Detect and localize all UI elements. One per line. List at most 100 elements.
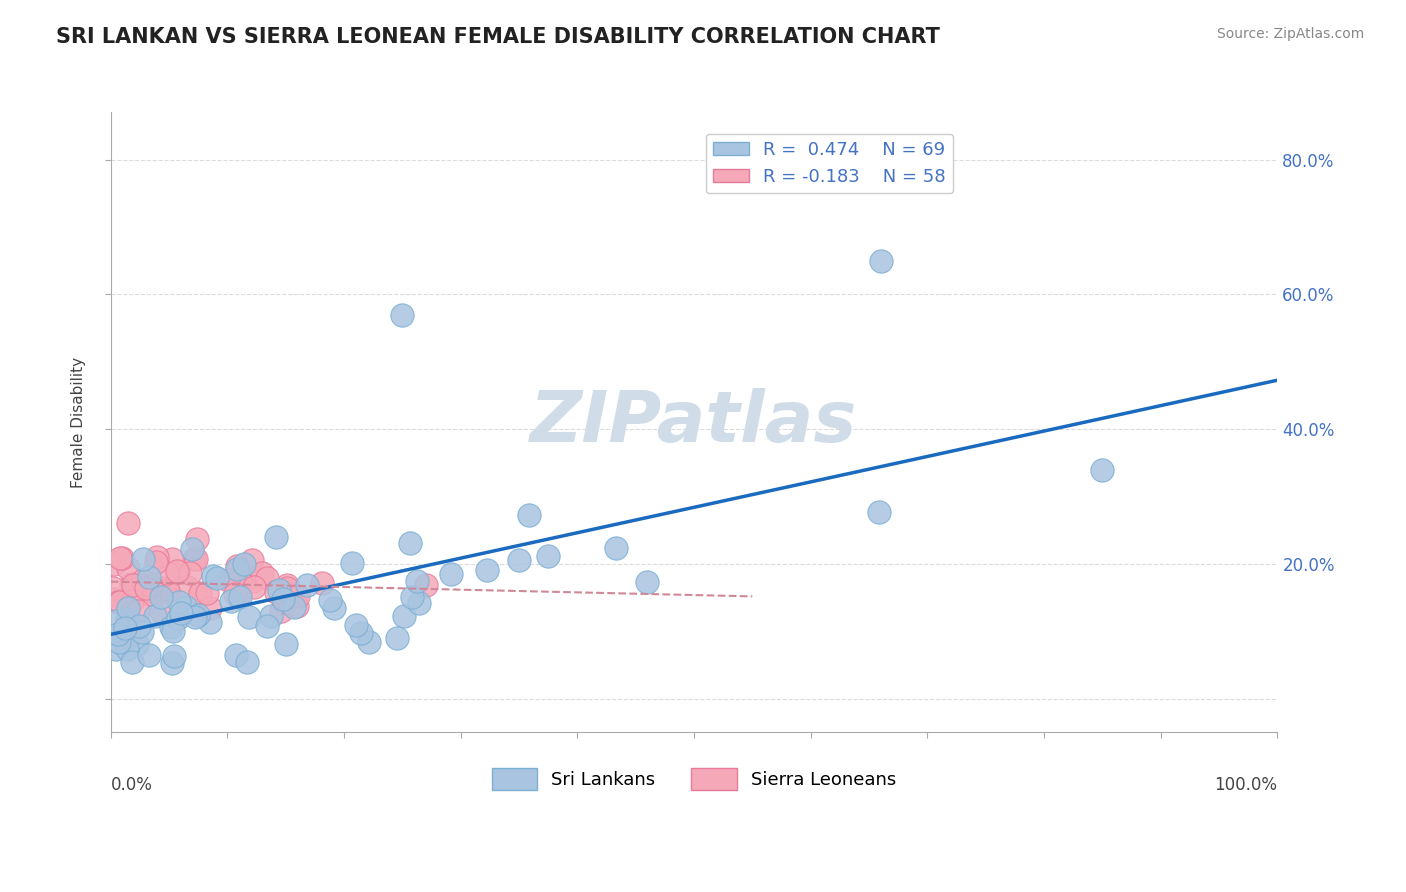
Point <box>138 587 160 601</box>
Text: 0.0%: 0.0% <box>111 776 152 794</box>
Point <box>408 596 430 610</box>
Point <box>508 553 530 567</box>
Point <box>115 613 138 627</box>
Point <box>122 578 145 592</box>
Point <box>132 577 155 591</box>
Point <box>166 610 188 624</box>
Point <box>276 581 298 595</box>
Point <box>477 563 499 577</box>
Point <box>145 555 167 569</box>
Point <box>117 561 139 575</box>
Point <box>187 608 209 623</box>
Point <box>166 564 188 578</box>
Point <box>184 552 207 566</box>
Point <box>240 553 263 567</box>
Point <box>188 586 211 600</box>
Point <box>170 606 193 620</box>
Point <box>169 595 191 609</box>
Point <box>117 631 139 645</box>
Point <box>392 608 415 623</box>
Point <box>217 573 239 587</box>
Point <box>166 566 188 580</box>
Point <box>108 634 131 648</box>
Point <box>105 641 128 656</box>
Point <box>107 594 129 608</box>
Point <box>201 569 224 583</box>
Point <box>226 558 249 573</box>
Point <box>195 586 218 600</box>
Point <box>401 590 423 604</box>
Point <box>186 532 208 546</box>
Point <box>176 599 198 614</box>
Point <box>183 551 205 566</box>
Point <box>295 578 318 592</box>
Point <box>415 578 437 592</box>
Point <box>519 508 541 523</box>
Point <box>405 574 427 588</box>
Point <box>111 550 134 565</box>
Point <box>117 600 139 615</box>
Point <box>156 583 179 598</box>
Point <box>145 585 167 599</box>
Point <box>163 649 186 664</box>
Point <box>225 648 247 662</box>
Point <box>121 594 143 608</box>
Point <box>162 551 184 566</box>
Point <box>160 620 183 634</box>
Point <box>287 590 309 604</box>
Point <box>156 584 179 599</box>
Point <box>132 573 155 587</box>
Point <box>114 621 136 635</box>
Text: ZIPatlas: ZIPatlas <box>530 388 858 457</box>
Point <box>226 590 249 604</box>
Point <box>264 584 287 599</box>
Point <box>636 575 658 590</box>
Point <box>198 601 221 615</box>
Point <box>127 637 149 651</box>
Point <box>285 599 308 614</box>
Point <box>103 557 125 571</box>
Point <box>252 566 274 580</box>
Point <box>440 566 463 581</box>
Point <box>399 536 422 550</box>
Point <box>346 618 368 632</box>
Point <box>270 604 292 618</box>
Point <box>242 574 264 588</box>
Point <box>319 592 342 607</box>
Point <box>179 566 201 581</box>
Point <box>260 609 283 624</box>
Point <box>156 566 179 581</box>
Text: 100.0%: 100.0% <box>1215 776 1278 794</box>
Point <box>198 615 221 629</box>
Point <box>605 541 627 556</box>
Point <box>350 626 373 640</box>
Point <box>385 631 408 645</box>
Legend: Sri Lankans, Sierra Leoneans: Sri Lankans, Sierra Leoneans <box>485 761 904 797</box>
Point <box>225 562 247 576</box>
Point <box>184 610 207 624</box>
Point <box>101 592 124 607</box>
Point <box>138 648 160 662</box>
Point <box>273 595 295 609</box>
Point <box>150 591 173 605</box>
Point <box>127 604 149 618</box>
Point <box>342 556 364 570</box>
Point <box>146 550 169 565</box>
Point <box>233 558 256 572</box>
Point <box>181 541 204 556</box>
Point <box>1091 462 1114 476</box>
Point <box>139 579 162 593</box>
Point <box>135 581 157 595</box>
Point <box>256 619 278 633</box>
Point <box>276 637 298 651</box>
Point <box>228 591 250 605</box>
Point <box>120 577 142 591</box>
Point <box>868 505 890 519</box>
Point <box>132 551 155 566</box>
Point <box>117 516 139 531</box>
Text: Source: ZipAtlas.com: Source: ZipAtlas.com <box>1216 27 1364 41</box>
Point <box>121 655 143 669</box>
Point <box>107 627 129 641</box>
Point <box>221 594 243 608</box>
Point <box>283 600 305 615</box>
